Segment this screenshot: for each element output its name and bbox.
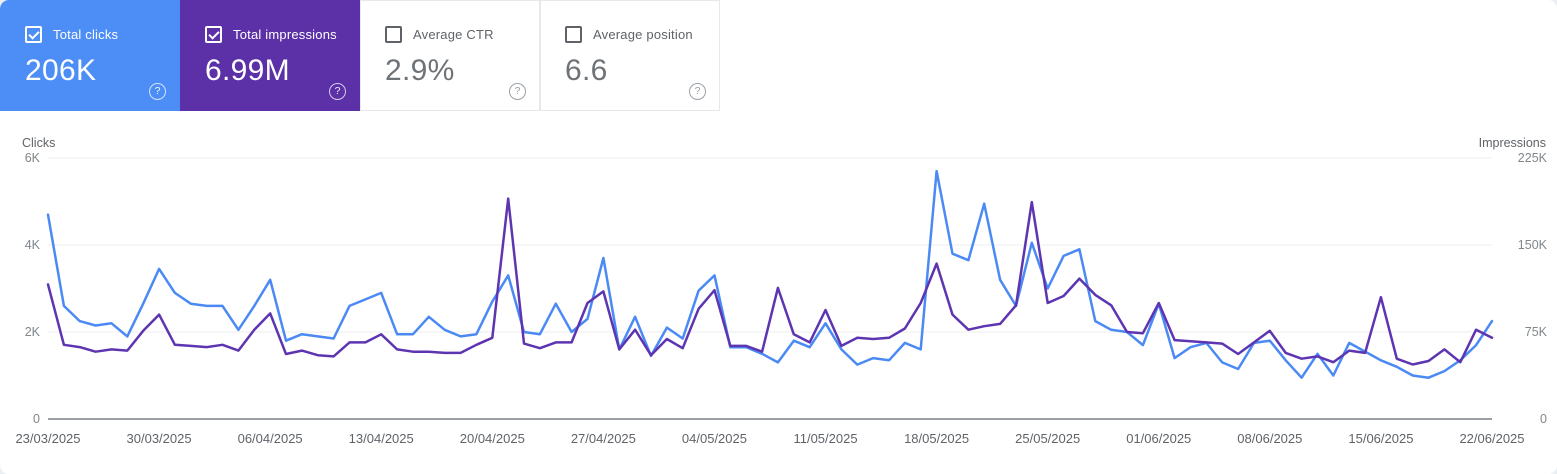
help-icon[interactable] [689,83,706,100]
checkbox-icon[interactable] [385,26,402,43]
x-axis-tick-label: 30/03/2025 [126,431,192,446]
x-axis-tick-label: 15/06/2025 [1348,431,1414,446]
x-axis-tick-label: 08/06/2025 [1237,431,1303,446]
card-label: Average CTR [413,27,494,42]
metric-cards-row: Total clicks 206K Total impressions 6.99… [0,0,720,111]
left-axis-title: Clicks [22,136,56,150]
metric-card-total-impressions[interactable]: Total impressions 6.99M [180,0,360,111]
x-axis-tick-label: 22/06/2025 [1459,431,1525,446]
left-axis-tick-label: 0 [33,412,40,426]
left-axis-tick-label: 6K [24,151,40,165]
metric-card-total-clicks[interactable]: Total clicks 206K [0,0,180,111]
card-value: 6.99M [205,54,290,87]
chart-plot-area[interactable] [48,158,1492,419]
check-mark-icon [27,27,40,40]
x-axis-tick-label: 11/05/2025 [793,431,858,446]
left-axis-tick-label: 4K [24,238,40,252]
card-header: Total clicks [25,26,179,43]
x-axis-tick-label: 27/04/2025 [570,431,636,446]
right-axis-tick-label: 150K [1517,238,1547,252]
right-axis-title: Impressions [1478,136,1546,150]
checkbox-icon[interactable] [25,26,42,43]
help-icon[interactable] [149,83,166,100]
card-value: 2.9% [385,54,455,87]
x-axis-tick-label: 01/06/2025 [1126,431,1192,446]
x-axis-tick-label: 25/05/2025 [1015,431,1081,446]
metric-card-average-ctr[interactable]: Average CTR 2.9% [360,0,540,111]
x-axis-tick-label: 18/05/2025 [904,431,970,446]
checkbox-icon[interactable] [205,26,222,43]
check-mark-icon [207,27,220,40]
right-axis-tick-label: 225K [1517,151,1547,165]
right-axis-tick-label: 75K [1524,325,1547,339]
left-axis-tick-label: 2K [24,325,40,339]
card-label: Total impressions [233,27,337,42]
card-value: 206K [25,54,97,87]
card-label: Total clicks [53,27,119,42]
metric-card-average-position[interactable]: Average position 6.6 [540,0,720,111]
help-icon[interactable] [509,83,526,100]
x-axis-tick-label: 04/05/2025 [681,431,747,446]
right-axis-tick-label: 0 [1540,412,1547,426]
x-axis-tick-label: 23/03/2025 [15,431,81,446]
x-axis-tick-label: 20/04/2025 [459,431,525,446]
card-header: Average CTR [385,26,539,43]
card-label: Average position [593,27,693,42]
card-value: 6.6 [565,54,608,87]
x-axis-tick-label: 06/04/2025 [237,431,303,446]
x-axis-tick-label: 13/04/2025 [348,431,414,446]
checkbox-icon[interactable] [565,26,582,43]
help-icon[interactable] [329,83,346,100]
card-header: Total impressions [205,26,359,43]
card-header: Average position [565,26,719,43]
